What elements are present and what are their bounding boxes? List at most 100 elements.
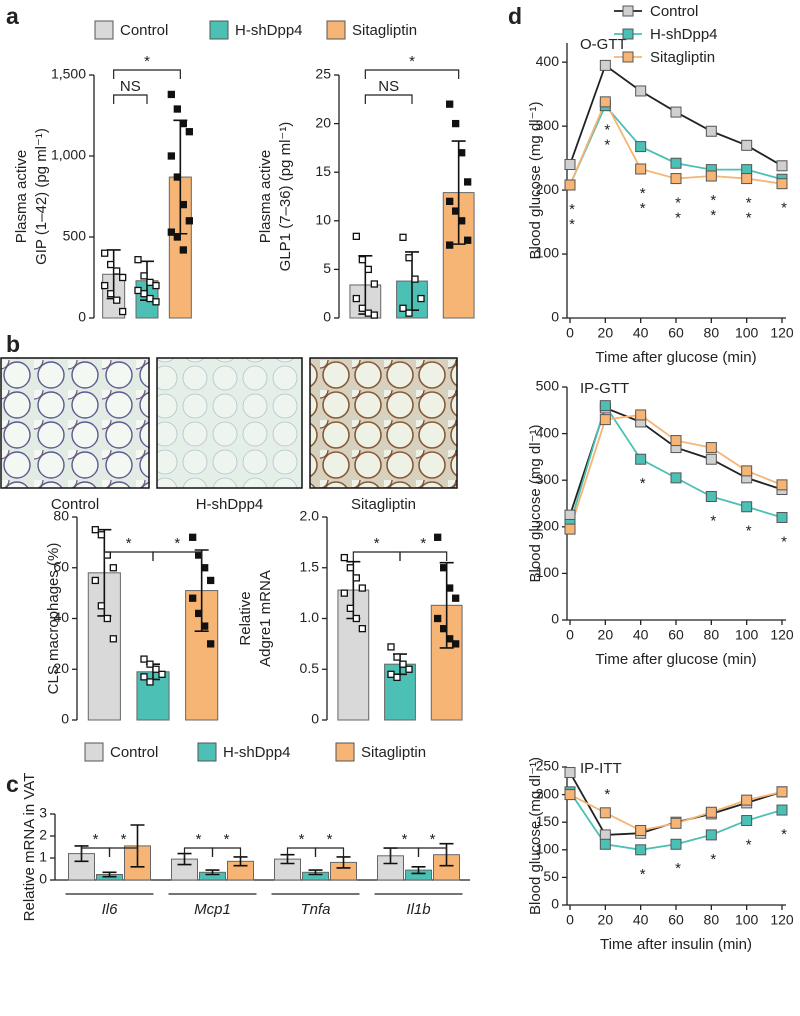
y-tick-label: 200 xyxy=(536,181,560,197)
data-point xyxy=(179,200,187,209)
data-point xyxy=(195,551,203,559)
x-tick-label: 40 xyxy=(633,325,649,341)
data-point xyxy=(399,660,407,668)
significance-label: * xyxy=(174,535,180,552)
legend-label: Sitagliptin xyxy=(650,49,715,66)
x-tick-label: 80 xyxy=(704,325,720,341)
significance-bracket xyxy=(152,551,203,561)
data-point xyxy=(179,119,187,128)
significance-label: * xyxy=(327,831,333,848)
significance-label: * xyxy=(121,831,127,848)
data-point xyxy=(107,290,115,298)
y-tick-label: 0 xyxy=(78,309,86,325)
marker xyxy=(705,125,717,137)
marker xyxy=(741,173,753,185)
x-tick-label: 80 xyxy=(704,627,720,643)
y-tick-label: 500 xyxy=(63,228,87,244)
significance-label: * xyxy=(781,826,787,843)
marker xyxy=(599,807,611,819)
significance-label: * xyxy=(144,53,150,70)
data-point xyxy=(140,655,148,663)
significance-label: * xyxy=(569,216,575,233)
y-axis-label: Plasma active xyxy=(257,150,274,243)
data-point xyxy=(101,249,109,257)
legend-swatch xyxy=(326,20,346,40)
data-point xyxy=(113,267,121,275)
legend-swatch xyxy=(209,20,229,40)
significance-bracket xyxy=(108,847,139,857)
x-tick-label: 120 xyxy=(770,912,794,928)
legend-swatch xyxy=(84,742,104,762)
data-point xyxy=(346,564,354,572)
y-tick-label: 100 xyxy=(536,564,560,580)
data-point xyxy=(173,173,181,181)
data-point xyxy=(446,584,454,592)
y-tick-label: 20 xyxy=(53,660,69,676)
micrograph xyxy=(156,357,303,489)
data-point xyxy=(352,614,360,623)
data-point xyxy=(405,309,413,317)
panel-label: c xyxy=(6,771,19,797)
marker xyxy=(741,501,753,513)
y-tick-label: 0 xyxy=(311,711,319,727)
data-point xyxy=(195,609,203,618)
y-axis-label: Blood glucose (mg dl⁻¹) xyxy=(527,757,544,915)
legend-marker xyxy=(622,28,634,40)
significance-label: * xyxy=(640,475,646,492)
marker xyxy=(670,472,682,484)
marker xyxy=(670,106,682,118)
data-point xyxy=(146,278,154,287)
legend-swatch xyxy=(197,742,217,762)
data-point xyxy=(140,272,148,280)
y-tick-label: 80 xyxy=(53,508,69,524)
y-tick-label: 50 xyxy=(543,868,559,884)
marker xyxy=(776,511,788,523)
y-tick-label: 1 xyxy=(39,849,47,865)
marker xyxy=(670,817,682,829)
significance-bracket xyxy=(364,94,413,104)
marker xyxy=(599,414,611,426)
legend-marker xyxy=(622,51,634,63)
data-point xyxy=(346,604,354,612)
significance-label: * xyxy=(569,201,575,218)
y-tick-label: 0 xyxy=(323,309,331,325)
significance-label: * xyxy=(196,831,202,848)
data-point xyxy=(152,665,160,673)
x-axis-label: Time after glucose (min) xyxy=(595,349,756,366)
error-bar xyxy=(194,549,209,632)
marker xyxy=(635,141,647,153)
data-point xyxy=(185,128,193,136)
chart-title: O-GTT xyxy=(580,36,627,53)
x-tick-label: 20 xyxy=(598,325,614,341)
marker xyxy=(635,85,647,97)
marker xyxy=(599,838,611,850)
y-tick-label: 300 xyxy=(536,471,560,487)
data-point xyxy=(109,635,117,643)
marker xyxy=(741,815,753,827)
significance-label: * xyxy=(420,535,426,552)
x-tick-label: 0 xyxy=(566,325,574,341)
marker xyxy=(670,435,682,447)
significance-label: NS xyxy=(120,78,141,95)
marker xyxy=(599,400,611,412)
data-point xyxy=(464,236,472,244)
data-point xyxy=(91,576,99,585)
significance-label: * xyxy=(675,860,681,877)
y-tick-label: 10 xyxy=(315,212,331,228)
significance-label: * xyxy=(675,195,681,212)
y-tick-label: 1.0 xyxy=(300,609,320,625)
significance-bracket xyxy=(314,847,345,857)
significance-label: * xyxy=(299,831,305,848)
data-point xyxy=(370,280,378,288)
significance-bracket xyxy=(364,69,460,79)
significance-label: * xyxy=(604,137,610,154)
y-tick-label: 1,500 xyxy=(51,66,86,82)
data-point xyxy=(352,574,360,582)
significance-label: * xyxy=(604,786,610,803)
y-axis-label: Blood glucose (mg dl⁻¹) xyxy=(527,102,544,260)
y-axis-label: GIP (1–42) (pg ml⁻¹) xyxy=(33,128,50,265)
data-point xyxy=(201,564,209,572)
error-bar xyxy=(308,869,323,876)
